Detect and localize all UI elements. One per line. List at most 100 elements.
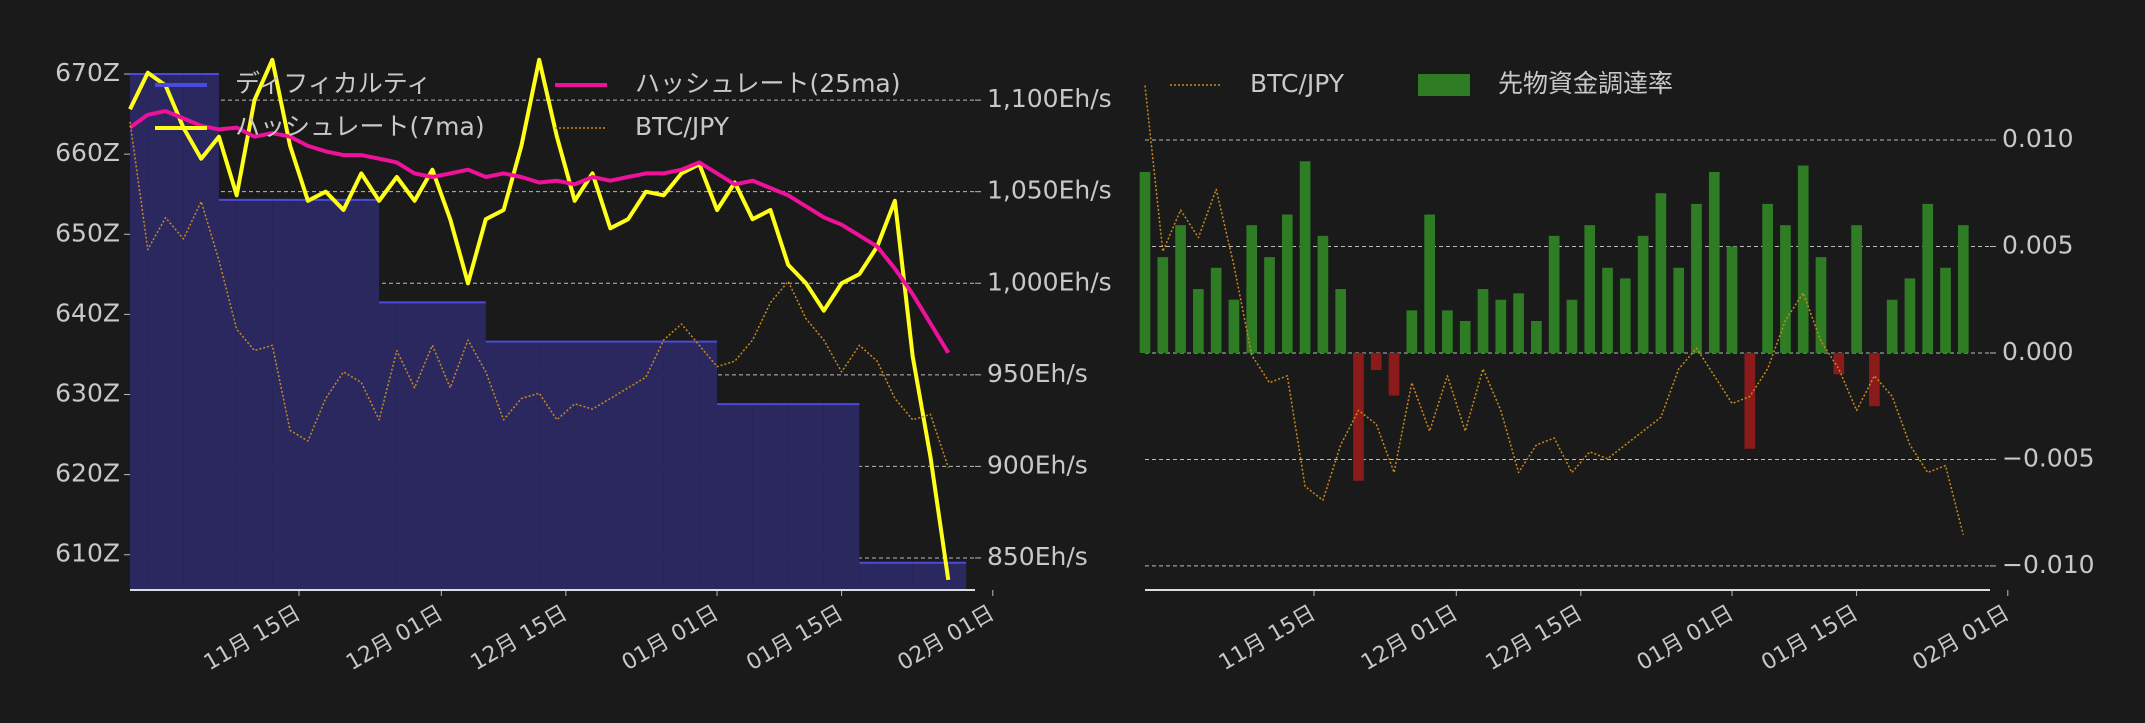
difficulty-area — [485, 341, 504, 590]
difficulty-area — [752, 404, 771, 590]
bar — [1335, 289, 1347, 353]
bar — [1815, 257, 1827, 353]
bar — [1869, 352, 1880, 407]
difficulty-area — [307, 199, 326, 591]
difficulty-area — [592, 341, 611, 590]
difficulty-area — [130, 74, 148, 590]
bar — [1193, 289, 1204, 353]
bar — [1228, 299, 1240, 353]
bar — [1281, 214, 1293, 353]
y2-tick-label: −0.010 — [2002, 550, 2095, 579]
difficulty-area — [290, 199, 308, 591]
difficulty-area — [663, 341, 682, 590]
difficulty-area — [361, 199, 380, 591]
bar — [1708, 171, 1720, 353]
y-tick-label: 650Z — [55, 218, 120, 247]
legend-label: BTC/JPY — [1250, 69, 1345, 98]
difficulty-area — [325, 199, 344, 591]
y2-tick-label: −0.005 — [2002, 443, 2095, 472]
y2-tick-label: 1,000Eh/s — [987, 267, 1112, 296]
legend-label: 先物資金調達率 — [1498, 69, 1673, 98]
y2-tick-label: 1,100Eh/s — [987, 84, 1112, 113]
difficulty-area — [681, 341, 700, 590]
bar — [1459, 321, 1471, 353]
difficulty-area — [788, 404, 806, 590]
difficulty-area — [272, 199, 291, 591]
difficulty-area — [841, 404, 860, 590]
difficulty-area — [503, 341, 522, 590]
bar — [1424, 214, 1435, 353]
difficulty-area — [610, 341, 629, 590]
bar — [1940, 267, 1951, 353]
bar — [1317, 235, 1329, 353]
bar — [1353, 352, 1364, 481]
bar — [1833, 352, 1845, 375]
difficulty-area — [574, 341, 593, 590]
legend-swatch — [1418, 74, 1470, 96]
bar — [1886, 299, 1898, 353]
difficulty-area — [823, 404, 842, 590]
difficulty-area — [165, 74, 184, 590]
bar — [1904, 278, 1916, 353]
series-line — [128, 109, 951, 354]
series-line — [128, 57, 951, 581]
legend-label: BTC/JPY — [635, 112, 730, 141]
y2-tick-label: 850Eh/s — [987, 542, 1088, 571]
difficulty-area — [859, 562, 878, 590]
series-line — [1144, 85, 1965, 535]
difficulty-area — [379, 302, 397, 590]
difficulty-area — [254, 199, 273, 591]
legend-label: ハッシュレート(7ma) — [235, 112, 485, 141]
bar — [1495, 299, 1507, 353]
bar — [1264, 257, 1275, 353]
difficulty-area — [699, 341, 718, 590]
difficulty-area — [930, 562, 949, 590]
bar — [1548, 235, 1560, 353]
bar — [1797, 165, 1809, 353]
bar — [1851, 225, 1862, 353]
difficulty-area — [147, 74, 166, 590]
difficulty-area — [201, 74, 219, 590]
y2-tick-label: 0.005 — [2002, 230, 2074, 259]
difficulty-area — [770, 404, 789, 590]
difficulty-area — [734, 404, 753, 590]
bar — [1566, 299, 1578, 353]
bar — [1655, 193, 1667, 353]
bar — [1210, 267, 1222, 353]
bar — [1637, 235, 1649, 353]
y-tick-label: 630Z — [55, 379, 120, 408]
difficulty-area — [912, 562, 931, 590]
bar — [1922, 203, 1934, 353]
bar — [1477, 289, 1489, 353]
y-tick-label: 660Z — [55, 138, 120, 167]
difficulty-area — [806, 404, 824, 590]
y2-tick-label: 900Eh/s — [987, 450, 1088, 479]
y2-tick-label: 1,050Eh/s — [987, 176, 1112, 205]
bar — [1157, 257, 1169, 353]
difficulty-area — [343, 199, 362, 591]
difficulty-area — [717, 404, 735, 590]
bar — [1957, 225, 1969, 353]
bar — [1584, 225, 1596, 353]
bar — [1780, 225, 1791, 353]
y-tick-label: 640Z — [55, 298, 120, 327]
difficulty-area — [218, 199, 237, 591]
difficulty-area — [521, 341, 540, 590]
difficulty-area — [183, 74, 202, 590]
bar — [1602, 267, 1613, 353]
bar — [1691, 203, 1702, 353]
difficulty-area — [894, 562, 913, 590]
bar — [1299, 161, 1311, 353]
difficulty-area — [468, 302, 486, 590]
bar — [1442, 310, 1453, 353]
bar — [1744, 352, 1756, 449]
bar — [1513, 293, 1524, 353]
bar — [1370, 352, 1382, 371]
bar — [1406, 310, 1418, 353]
bar — [1139, 171, 1151, 353]
difficulty-area — [414, 302, 433, 590]
difficulty-area — [396, 302, 415, 590]
bar — [1762, 203, 1773, 353]
